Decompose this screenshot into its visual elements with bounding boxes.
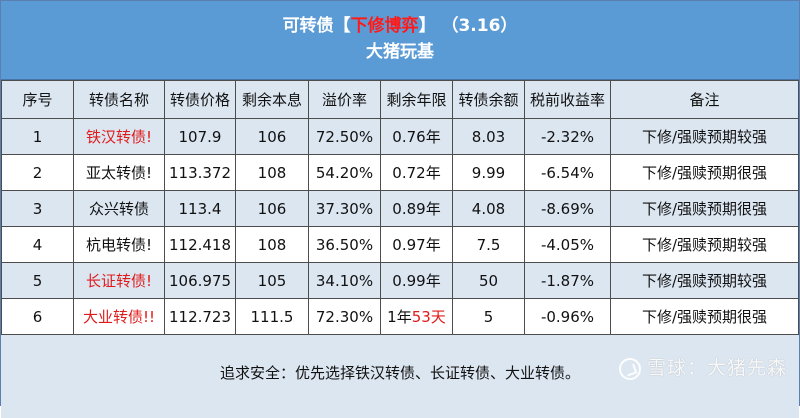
cell-note: 下修/强赎预期很强 [610, 154, 799, 191]
cell-price: 107.9 [164, 118, 236, 155]
cell-note: 下修/强赎预期较强 [610, 226, 799, 263]
column-header: 转债余额 [452, 80, 525, 119]
column-header: 序号 [1, 80, 74, 119]
cell-yield: -2.32% [524, 118, 611, 155]
cell-price: 113.4 [164, 190, 236, 227]
cell-years: 0.89年 [380, 190, 453, 227]
title-prefix: 可转债【 [282, 16, 351, 36]
cell-no: 3 [1, 190, 74, 227]
cell-premium: 37.30% [308, 190, 381, 227]
table-row: 6 大业转债!! 112.723 111.5 72.30% 1年53天 5 -0… [1, 298, 799, 335]
cell-no: 6 [1, 298, 74, 335]
cell-note: 下修/强赎预期较强 [610, 118, 799, 155]
cell-premium: 72.30% [308, 298, 381, 335]
watermark-text: 雪球：大猪先森 [646, 357, 787, 379]
cell-principal: 105 [235, 262, 309, 299]
footer: 追求安全：优先选择铁汉转债、长证转债、大业转债。 雪球：大猪先森 [1, 335, 799, 418]
cell-bond-name: 铁汉转债! [73, 118, 165, 155]
column-header: 备注 [610, 80, 799, 119]
column-header: 剩余本息 [235, 80, 309, 119]
cell-years: 0.72年 [380, 154, 453, 191]
cell-price: 112.723 [164, 298, 236, 335]
cell-premium: 72.50% [308, 118, 381, 155]
cell-balance: 50 [452, 262, 525, 299]
cell-no: 4 [1, 226, 74, 263]
cell-balance: 5 [452, 298, 525, 335]
table-header-row: 序号 转债名称 转债价格 剩余本息 溢价率 剩余年限 转债余额 税前收益率 备注 [1, 80, 799, 119]
snowball-logo-icon [618, 357, 641, 380]
cell-bond-name: 亚太转债! [73, 154, 165, 191]
table-row: 3 众兴转债 113.4 106 37.30% 0.89年 4.08 -8.69… [1, 190, 799, 227]
cell-principal: 108 [235, 154, 309, 191]
cell-balance: 7.5 [452, 226, 525, 263]
cell-principal: 111.5 [235, 298, 309, 335]
cell-principal: 106 [235, 118, 309, 155]
cell-note: 下修/强赎预期很强 [610, 190, 799, 227]
years-days: 53天 [411, 308, 446, 326]
title-highlight: 下修博弈 [350, 16, 419, 36]
table-row: 2 亚太转债! 113.372 108 54.20% 0.72年 9.99 -6… [1, 154, 799, 191]
cell-bond-name: 大业转债!! [73, 298, 165, 335]
cell-balance: 9.99 [452, 154, 525, 191]
header: 可转债【下修博弈】 （3.16） 大猪玩基 [1, 1, 799, 80]
cell-price: 106.975 [164, 262, 236, 299]
cell-years: 0.97年 [380, 226, 453, 263]
watermark: 雪球：大猪先森 [618, 353, 787, 380]
page-subtitle: 大猪玩基 [366, 42, 434, 62]
column-header: 税前收益率 [524, 80, 611, 119]
cell-years: 0.99年 [380, 262, 453, 299]
cell-principal: 108 [235, 226, 309, 263]
cell-balance: 8.03 [452, 118, 525, 155]
title-suffix: 】 （3.16） [418, 16, 518, 36]
column-header: 转债名称 [73, 80, 165, 119]
cell-bond-name: 众兴转债 [73, 190, 165, 227]
bond-table: 序号 转债名称 转债价格 剩余本息 溢价率 剩余年限 转债余额 税前收益率 备注… [1, 80, 799, 335]
cell-price: 112.418 [164, 226, 236, 263]
bond-table-sheet: 可转债【下修博弈】 （3.16） 大猪玩基 序号 转债名称 转债价格 剩余本息 … [0, 0, 800, 406]
column-header: 转债价格 [164, 80, 236, 119]
cell-yield: -1.87% [524, 262, 611, 299]
years-prefix: 1年 [387, 308, 412, 326]
cell-years: 0.76年 [380, 118, 453, 155]
table-row: 5 长证转债! 106.975 105 34.10% 0.99年 50 -1.8… [1, 262, 799, 299]
cell-premium: 54.20% [308, 154, 381, 191]
cell-years: 1年53天 [380, 298, 453, 335]
cell-no: 1 [1, 118, 74, 155]
cell-yield: -0.96% [524, 298, 611, 335]
table-row: 1 铁汉转债! 107.9 106 72.50% 0.76年 8.03 -2.3… [1, 118, 799, 155]
column-header: 剩余年限 [380, 80, 453, 119]
cell-price: 113.372 [164, 154, 236, 191]
footer-note: 追求安全：优先选择铁汉转债、长证转债、大业转债。 [219, 364, 580, 382]
cell-yield: -6.54% [524, 154, 611, 191]
page-title: 可转债【下修博弈】 （3.16） [1, 1, 799, 38]
cell-bond-name: 杭电转债! [73, 226, 165, 263]
cell-balance: 4.08 [452, 190, 525, 227]
cell-premium: 34.10% [308, 262, 381, 299]
column-header: 溢价率 [308, 80, 381, 119]
cell-principal: 106 [235, 190, 309, 227]
cell-yield: -4.05% [524, 226, 611, 263]
cell-note: 下修/强赎预期较强 [610, 262, 799, 299]
cell-note: 下修/强赎预期很强 [610, 298, 799, 335]
table-row: 4 杭电转债! 112.418 108 36.50% 0.97年 7.5 -4.… [1, 226, 799, 263]
cell-no: 5 [1, 262, 74, 299]
cell-no: 2 [1, 154, 74, 191]
cell-bond-name: 长证转债! [73, 262, 165, 299]
cell-premium: 36.50% [308, 226, 381, 263]
cell-yield: -8.69% [524, 190, 611, 227]
